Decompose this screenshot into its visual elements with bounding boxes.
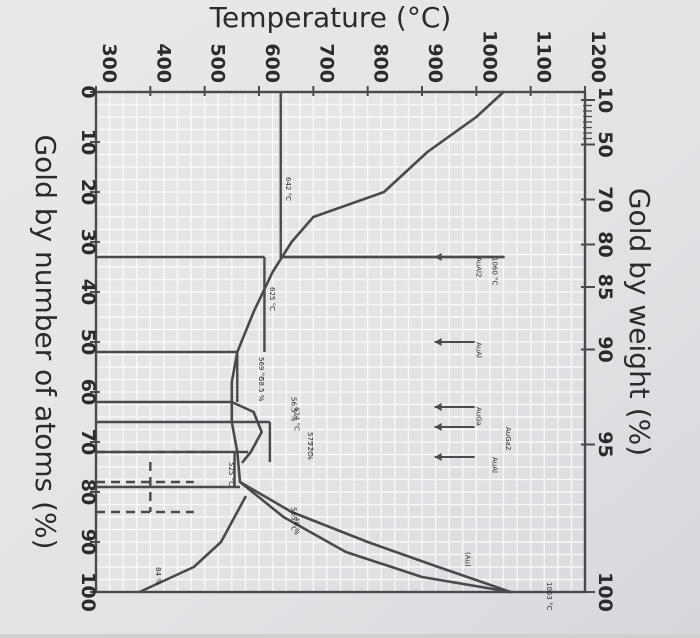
- tick-labels: 300 400 500 600 700 800 900 1000 1100 1200 0 10 20 30…: [77, 30, 616, 612]
- annotation-label: AuAl: [474, 342, 482, 358]
- composition-arrow-head: [434, 423, 442, 431]
- temp-tick-label: 1100: [533, 30, 555, 83]
- atom-tick-label: 0: [77, 85, 99, 98]
- annotation-label: 642 °C: [284, 177, 292, 201]
- top-axis-label: Gold by weight (%): [623, 188, 656, 456]
- x-axis-label: Gold by number of atoms (%): [29, 134, 62, 549]
- atom-tick-label: 30: [77, 229, 99, 255]
- atom-tick-label: 20: [77, 179, 99, 205]
- weight-tick-label: 95: [594, 431, 616, 457]
- annotation-label: AuAl2: [474, 257, 482, 277]
- annotation-label: 1063 °C: [545, 582, 553, 611]
- annotation-label: 624 °C: [292, 407, 300, 431]
- weight-tick-label: 100: [594, 572, 616, 612]
- weight-tick-label: 85: [594, 274, 616, 300]
- annotation-label: 569 °C: [257, 357, 265, 381]
- phase-boundary-line: [138, 495, 247, 594]
- annotation-label: 525 °C: [227, 462, 235, 486]
- annotation-label: 1060 °C: [491, 257, 499, 286]
- annotation-label: 575 °C: [306, 432, 314, 456]
- temp-tick-label: 700: [315, 43, 337, 83]
- grid: [95, 91, 586, 593]
- weight-tick-label: 80: [594, 231, 616, 257]
- composition-arrow-head: [434, 338, 442, 346]
- annotation-label: 58.5 %: [257, 377, 265, 402]
- annotation-label: 48 %: [292, 517, 300, 535]
- weight-tick-label: 10: [594, 87, 616, 113]
- temp-tick-label: 500: [207, 43, 229, 83]
- atom-tick-label: 60: [77, 379, 99, 405]
- marks-layer: [90, 86, 595, 593]
- annotation-label: 56.5 %: [290, 397, 298, 422]
- annotation-label: 625 °C: [268, 287, 276, 311]
- temp-tick-label: 1000: [478, 30, 500, 83]
- atom-tick-label: 40: [77, 279, 99, 305]
- composition-arrow-head: [434, 453, 442, 461]
- annotation-label: 565 °C: [290, 507, 298, 531]
- atom-tick-label: 70: [77, 429, 99, 455]
- temp-tick-label: 900: [424, 43, 446, 83]
- annotation-label: 84 %: [154, 567, 162, 585]
- y-axis-label: Temperature (°C): [209, 1, 452, 34]
- weight-tick-label: 90: [594, 336, 616, 362]
- weight-tick-label: 70: [594, 186, 616, 212]
- atom-tick-label: 80: [77, 479, 99, 505]
- temp-tick-label: 300: [98, 43, 120, 83]
- atom-tick-label: 100: [77, 572, 99, 612]
- phase-boundary-line: [230, 90, 512, 594]
- temp-tick-label: 400: [152, 43, 174, 83]
- annotation-label: AuGa: [474, 407, 482, 426]
- atom-tick-label: 90: [77, 529, 99, 555]
- annotation-label: AuAl: [491, 457, 499, 473]
- composition-arrow-head: [434, 253, 442, 261]
- annotations: AuAl2 1060 °C AuAl AuGa AuGa2 AuAl 1063 °C (Au)…: [154, 177, 553, 611]
- phase-boundary-line: [230, 400, 263, 464]
- atom-tick-label: 10: [77, 129, 99, 155]
- temp-tick-label: 800: [370, 43, 392, 83]
- annotation-label: AuGa2: [504, 427, 512, 450]
- temp-tick-label: 600: [261, 43, 283, 83]
- composition-arrow-head: [434, 403, 442, 411]
- annotation-label: (Au): [463, 552, 471, 567]
- weight-tick-label: 50: [594, 131, 616, 157]
- annotation-label: 72 %: [306, 442, 314, 460]
- atom-tick-label: 50: [77, 329, 99, 355]
- phase-boundary-line: [238, 480, 512, 594]
- temp-tick-label: 1200: [587, 30, 609, 83]
